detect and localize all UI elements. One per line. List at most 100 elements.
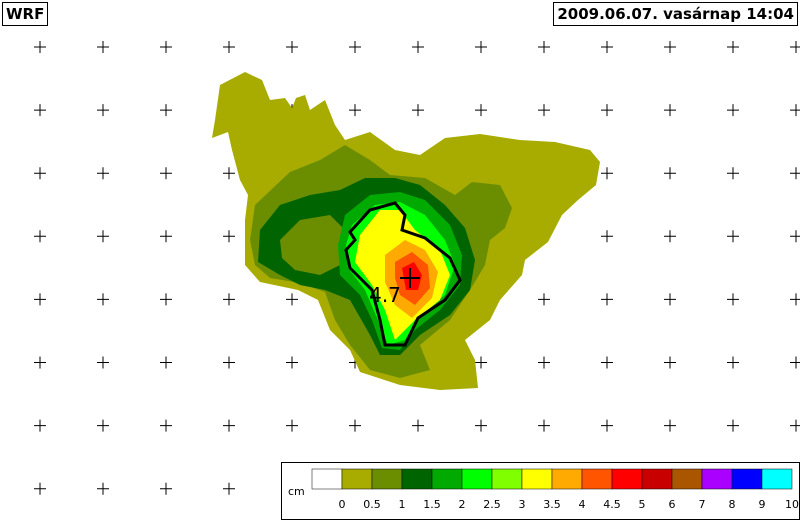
legend-tick-label: 6 xyxy=(669,498,676,511)
grid-cross xyxy=(34,482,46,495)
grid-cross xyxy=(160,482,172,495)
legend-tick-label: 2 xyxy=(459,498,466,511)
legend-tick-label: 5 xyxy=(639,498,646,511)
legend-unit: cm xyxy=(288,485,305,498)
grid-cross xyxy=(790,419,800,432)
grid-cross xyxy=(223,419,235,432)
contour xyxy=(344,201,462,347)
legend-tick-label: 7 xyxy=(699,498,706,511)
grid-cross xyxy=(349,41,361,53)
grid-cross xyxy=(349,104,361,117)
legend-swatch xyxy=(731,468,763,490)
grid-cross xyxy=(601,41,613,53)
legend-swatch xyxy=(521,468,553,490)
grid-cross xyxy=(160,293,172,306)
grid-cross xyxy=(664,167,676,180)
grid-cross xyxy=(727,293,739,306)
grid-cross xyxy=(34,167,46,180)
grid-cross xyxy=(223,482,235,495)
legend-swatch xyxy=(611,468,643,490)
grid-cross xyxy=(223,41,235,53)
legend-tick-label: 4 xyxy=(579,498,586,511)
grid-cross xyxy=(160,230,172,243)
grid-cross xyxy=(601,104,613,117)
precip-0.5-1 xyxy=(280,215,345,275)
grid-cross xyxy=(34,230,46,243)
legend-tick-label: 4.5 xyxy=(603,498,621,511)
grid-cross xyxy=(34,41,46,53)
legend-tick-label: 1 xyxy=(399,498,406,511)
grid-cross xyxy=(790,356,800,369)
grid-cross xyxy=(160,167,172,180)
legend-tick-label: 9 xyxy=(759,498,766,511)
grid-cross xyxy=(97,419,109,432)
grid-cross xyxy=(97,482,109,495)
grid-cross xyxy=(286,41,298,53)
grid-cross xyxy=(727,41,739,53)
grid-cross xyxy=(475,356,487,369)
grid-cross xyxy=(97,293,109,306)
grid-cross xyxy=(412,41,424,53)
grid-cross xyxy=(790,41,800,53)
legend-swatch xyxy=(701,468,733,490)
legend-tick-label: 0 xyxy=(339,498,346,511)
grid-cross xyxy=(97,104,109,117)
legend-swatch xyxy=(641,468,673,490)
grid-cross xyxy=(475,41,487,53)
grid-cross xyxy=(601,293,613,306)
legend-tick-label: 2.5 xyxy=(483,498,501,511)
legend-swatch xyxy=(341,468,373,490)
legend-tick-label: 3 xyxy=(519,498,526,511)
grid-cross xyxy=(34,419,46,432)
grid-cross xyxy=(160,356,172,369)
grid-cross xyxy=(601,419,613,432)
legend: cm 0 0.5 1 1.5 2 2.5 3 3.5 4 4.5 5 6 7 8 9 10 xyxy=(281,462,800,520)
grid-cross xyxy=(286,419,298,432)
grid-cross xyxy=(790,293,800,306)
grid-cross xyxy=(727,230,739,243)
grid-cross xyxy=(34,356,46,369)
grid-cross xyxy=(160,104,172,117)
legend-swatch xyxy=(671,468,703,490)
grid-cross xyxy=(790,167,800,180)
grid-cross xyxy=(223,230,235,243)
legend-tick-label: 10 xyxy=(785,498,799,511)
grid-cross xyxy=(664,41,676,53)
legend-swatch xyxy=(461,468,493,490)
grid-cross xyxy=(97,230,109,243)
grid-cross xyxy=(538,104,550,117)
grid-cross xyxy=(790,104,800,117)
grid-cross xyxy=(97,167,109,180)
legend-swatch xyxy=(431,468,463,490)
grid-cross xyxy=(727,356,739,369)
grid-cross xyxy=(727,104,739,117)
grid-cross xyxy=(34,104,46,117)
grid-cross xyxy=(601,356,613,369)
grid-cross xyxy=(475,419,487,432)
legend-swatch xyxy=(311,468,343,490)
grid-cross xyxy=(160,419,172,432)
grid-cross xyxy=(412,104,424,117)
grid-cross xyxy=(664,356,676,369)
legend-swatch xyxy=(581,468,613,490)
precip-4.5-5 xyxy=(402,262,422,290)
legend-swatch xyxy=(401,468,433,490)
grid-cross xyxy=(412,419,424,432)
grid-cross xyxy=(727,419,739,432)
grid-cross xyxy=(664,104,676,117)
grid-cross xyxy=(223,167,235,180)
legend-tick-label: 1.5 xyxy=(423,498,441,511)
max-value: 4.7 xyxy=(369,283,401,307)
grid-cross xyxy=(349,419,361,432)
grid-cross xyxy=(601,167,613,180)
grid-cross xyxy=(664,419,676,432)
legend-swatch xyxy=(761,468,793,490)
legend-swatch xyxy=(371,468,403,490)
grid-cross xyxy=(790,230,800,243)
legend-tick-label: 3.5 xyxy=(543,498,561,511)
grid-cross xyxy=(538,419,550,432)
grid-cross xyxy=(664,230,676,243)
grid-cross xyxy=(601,230,613,243)
legend-swatch xyxy=(491,468,523,490)
